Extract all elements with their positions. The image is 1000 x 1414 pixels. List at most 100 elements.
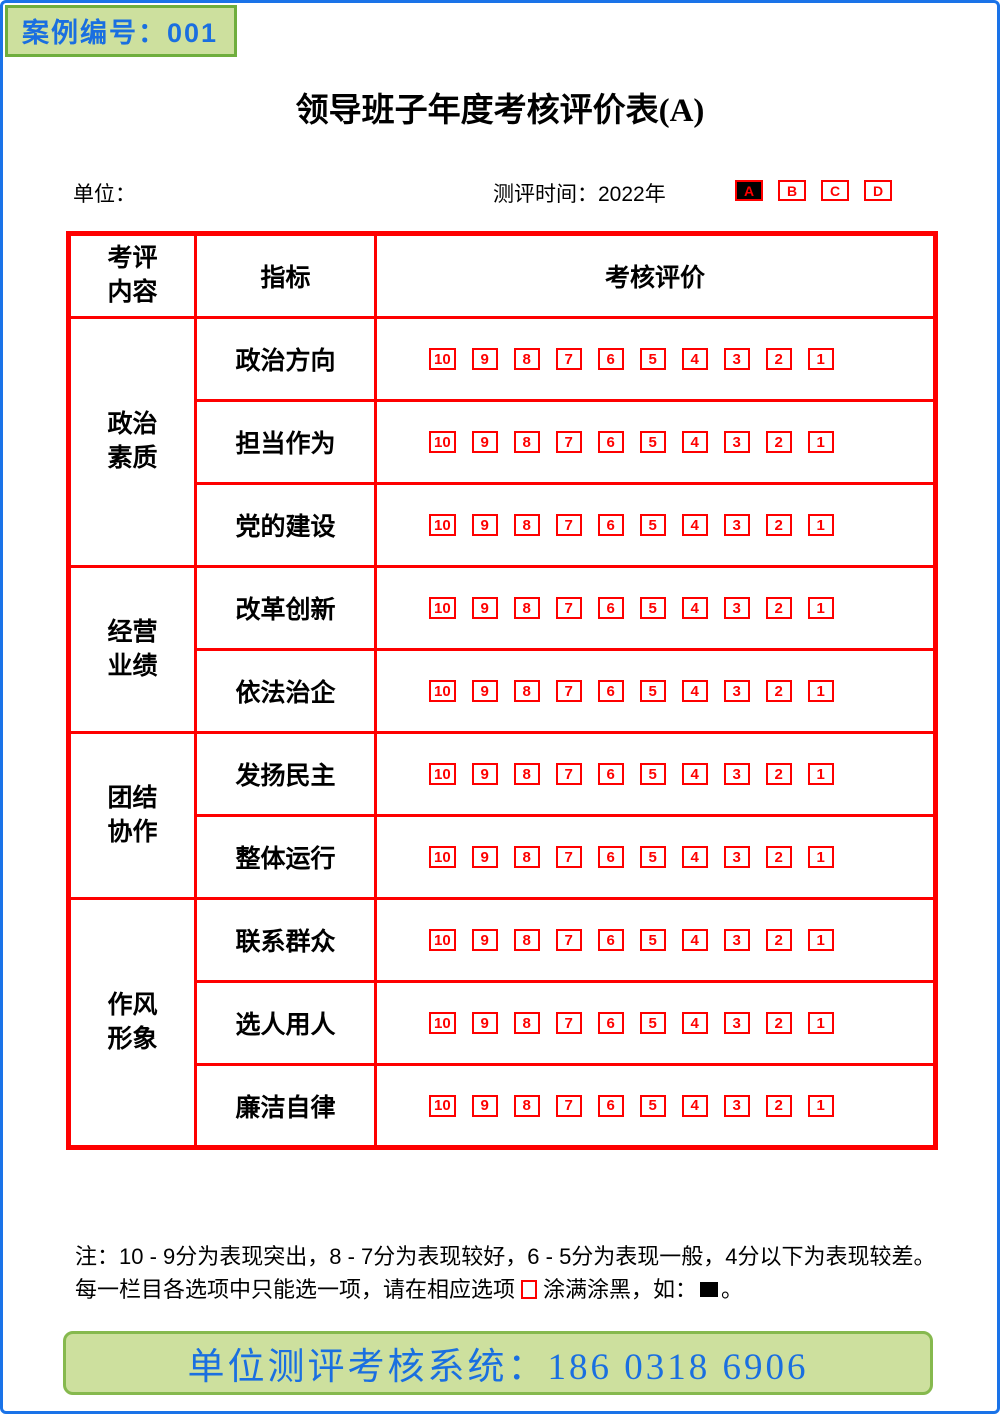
score-box-6[interactable]: 6 xyxy=(597,1094,624,1117)
score-box-7[interactable]: 7 xyxy=(555,929,582,951)
score-box-10[interactable]: 10 xyxy=(429,348,456,370)
score-box-9[interactable]: 9 xyxy=(471,929,498,951)
score-box-2[interactable]: 2 xyxy=(765,1094,792,1117)
score-box-1[interactable]: 1 xyxy=(807,846,834,868)
score-box-3[interactable]: 3 xyxy=(723,680,750,702)
score-box-10[interactable]: 10 xyxy=(429,1012,456,1034)
score-box-1[interactable]: 1 xyxy=(807,763,834,785)
score-box-7[interactable]: 7 xyxy=(555,1094,582,1117)
score-box-10[interactable]: 10 xyxy=(429,431,456,453)
score-box-4[interactable]: 4 xyxy=(681,929,708,951)
score-box-7[interactable]: 7 xyxy=(555,514,582,536)
score-box-7[interactable]: 7 xyxy=(555,348,582,370)
score-box-8[interactable]: 8 xyxy=(513,929,540,951)
score-box-1[interactable]: 1 xyxy=(807,348,834,370)
score-box-1[interactable]: 1 xyxy=(807,1094,834,1117)
score-box-5[interactable]: 5 xyxy=(639,1012,666,1034)
score-box-2[interactable]: 2 xyxy=(765,763,792,785)
score-box-2[interactable]: 2 xyxy=(765,348,792,370)
score-box-10[interactable]: 10 xyxy=(429,514,456,536)
score-box-9[interactable]: 9 xyxy=(471,431,498,453)
score-box-5[interactable]: 5 xyxy=(639,348,666,370)
score-box-2[interactable]: 2 xyxy=(765,431,792,453)
score-box-5[interactable]: 5 xyxy=(639,846,666,868)
score-box-4[interactable]: 4 xyxy=(681,1094,708,1117)
score-box-5[interactable]: 5 xyxy=(639,763,666,785)
score-box-6[interactable]: 6 xyxy=(597,763,624,785)
score-box-2[interactable]: 2 xyxy=(765,846,792,868)
option-box-d[interactable]: D xyxy=(864,180,892,201)
score-box-3[interactable]: 3 xyxy=(723,929,750,951)
score-box-7[interactable]: 7 xyxy=(555,431,582,453)
score-box-10[interactable]: 10 xyxy=(429,680,456,702)
score-box-8[interactable]: 8 xyxy=(513,597,540,619)
score-box-4[interactable]: 4 xyxy=(681,597,708,619)
score-box-1[interactable]: 1 xyxy=(807,929,834,951)
score-box-9[interactable]: 9 xyxy=(471,1012,498,1034)
score-box-2[interactable]: 2 xyxy=(765,514,792,536)
score-box-7[interactable]: 7 xyxy=(555,1012,582,1034)
score-box-8[interactable]: 8 xyxy=(513,514,540,536)
score-box-8[interactable]: 8 xyxy=(513,846,540,868)
score-box-1[interactable]: 1 xyxy=(807,1012,834,1034)
option-box-b[interactable]: B xyxy=(778,180,806,201)
score-box-3[interactable]: 3 xyxy=(723,597,750,619)
score-box-8[interactable]: 8 xyxy=(513,763,540,785)
score-box-5[interactable]: 5 xyxy=(639,929,666,951)
score-box-3[interactable]: 3 xyxy=(723,763,750,785)
score-box-8[interactable]: 8 xyxy=(513,1094,540,1117)
score-box-4[interactable]: 4 xyxy=(681,514,708,536)
score-box-10[interactable]: 10 xyxy=(429,846,456,868)
score-box-5[interactable]: 5 xyxy=(639,514,666,536)
score-box-9[interactable]: 9 xyxy=(471,1094,498,1117)
score-box-4[interactable]: 4 xyxy=(681,348,708,370)
score-box-7[interactable]: 7 xyxy=(555,763,582,785)
score-box-10[interactable]: 10 xyxy=(429,597,456,619)
score-box-8[interactable]: 8 xyxy=(513,348,540,370)
score-box-6[interactable]: 6 xyxy=(597,846,624,868)
score-box-9[interactable]: 9 xyxy=(471,846,498,868)
score-box-7[interactable]: 7 xyxy=(555,597,582,619)
score-box-4[interactable]: 4 xyxy=(681,431,708,453)
score-box-9[interactable]: 9 xyxy=(471,597,498,619)
score-box-7[interactable]: 7 xyxy=(555,680,582,702)
score-box-2[interactable]: 2 xyxy=(765,680,792,702)
score-box-3[interactable]: 3 xyxy=(723,846,750,868)
option-box-a[interactable]: A xyxy=(735,180,763,201)
score-box-10[interactable]: 10 xyxy=(429,1094,456,1117)
score-box-1[interactable]: 1 xyxy=(807,597,834,619)
score-box-10[interactable]: 10 xyxy=(429,763,456,785)
score-box-2[interactable]: 2 xyxy=(765,597,792,619)
score-box-3[interactable]: 3 xyxy=(723,1012,750,1034)
option-box-c[interactable]: C xyxy=(821,180,849,201)
score-box-9[interactable]: 9 xyxy=(471,514,498,536)
score-box-4[interactable]: 4 xyxy=(681,1012,708,1034)
score-box-9[interactable]: 9 xyxy=(471,680,498,702)
score-box-3[interactable]: 3 xyxy=(723,348,750,370)
score-box-4[interactable]: 4 xyxy=(681,680,708,702)
score-box-5[interactable]: 5 xyxy=(639,431,666,453)
score-box-6[interactable]: 6 xyxy=(597,514,624,536)
score-box-10[interactable]: 10 xyxy=(429,929,456,951)
score-box-5[interactable]: 5 xyxy=(639,680,666,702)
score-box-9[interactable]: 9 xyxy=(471,348,498,370)
score-box-1[interactable]: 1 xyxy=(807,431,834,453)
score-box-6[interactable]: 6 xyxy=(597,431,624,453)
score-box-5[interactable]: 5 xyxy=(639,1094,666,1117)
score-box-1[interactable]: 1 xyxy=(807,680,834,702)
score-box-6[interactable]: 6 xyxy=(597,680,624,702)
score-box-4[interactable]: 4 xyxy=(681,763,708,785)
score-box-2[interactable]: 2 xyxy=(765,1012,792,1034)
score-box-4[interactable]: 4 xyxy=(681,846,708,868)
score-box-3[interactable]: 3 xyxy=(723,514,750,536)
score-box-3[interactable]: 3 xyxy=(723,1094,750,1117)
score-box-9[interactable]: 9 xyxy=(471,763,498,785)
score-box-6[interactable]: 6 xyxy=(597,1012,624,1034)
score-box-6[interactable]: 6 xyxy=(597,929,624,951)
score-box-6[interactable]: 6 xyxy=(597,597,624,619)
score-box-7[interactable]: 7 xyxy=(555,846,582,868)
score-box-5[interactable]: 5 xyxy=(639,597,666,619)
score-box-1[interactable]: 1 xyxy=(807,514,834,536)
score-box-8[interactable]: 8 xyxy=(513,431,540,453)
score-box-3[interactable]: 3 xyxy=(723,431,750,453)
